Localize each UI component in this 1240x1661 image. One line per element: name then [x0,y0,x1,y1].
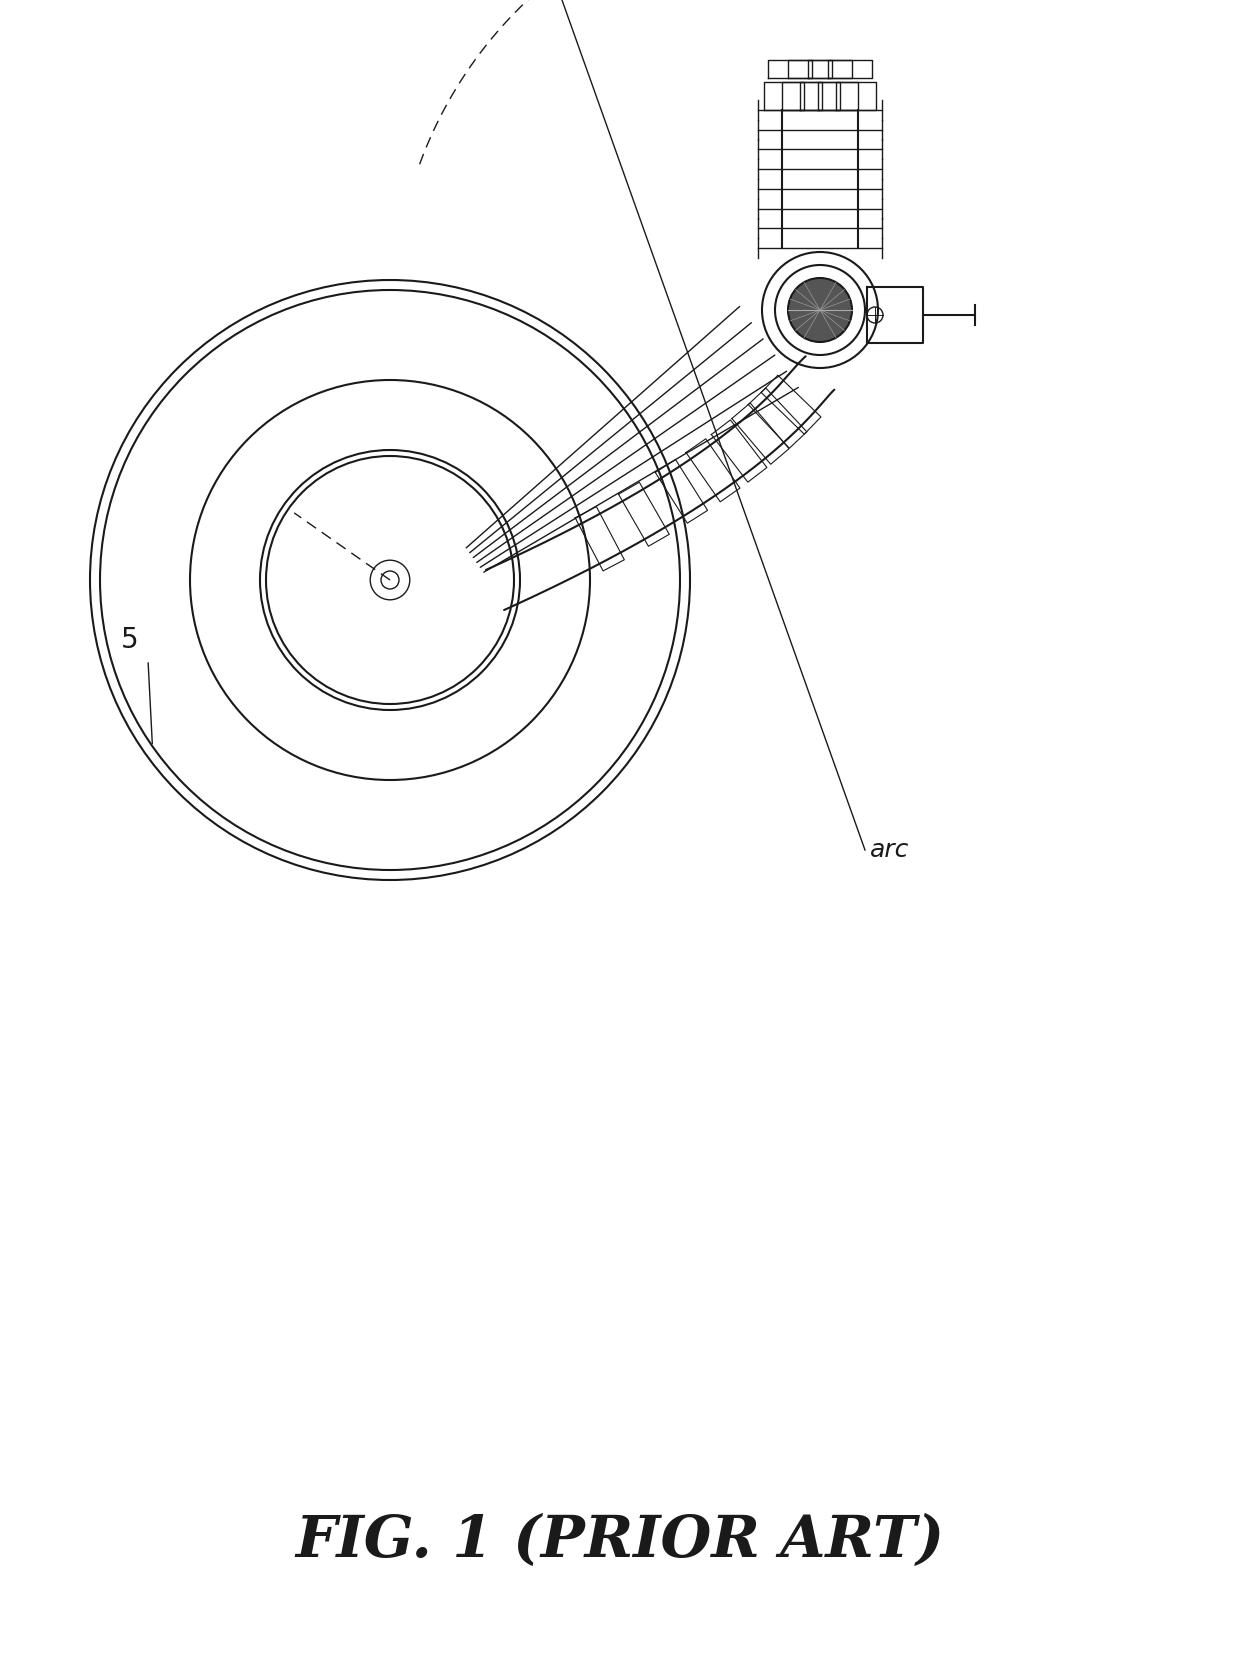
Circle shape [787,277,852,342]
Text: FIG. 1 (PRIOR ART): FIG. 1 (PRIOR ART) [295,1513,945,1570]
Text: 5: 5 [122,626,139,654]
Text: arc: arc [870,839,909,862]
